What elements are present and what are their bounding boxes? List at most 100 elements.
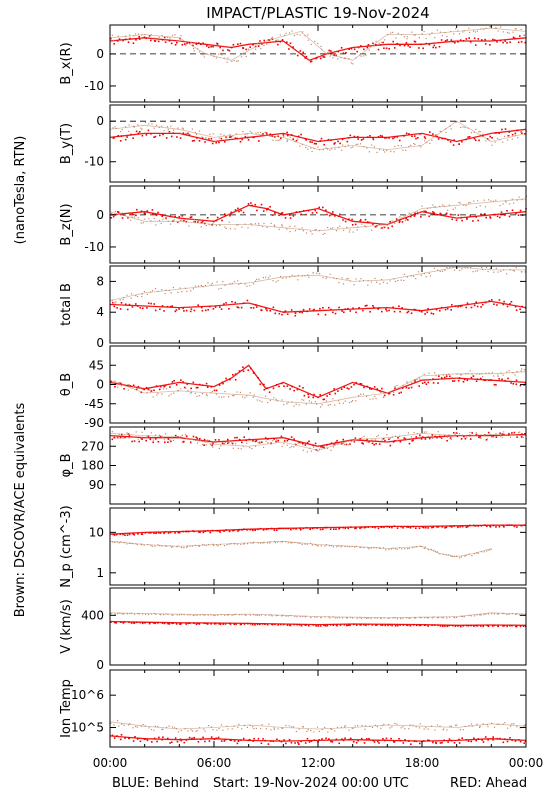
data-point xyxy=(439,31,441,33)
data-point xyxy=(319,307,321,310)
data-point xyxy=(475,216,477,218)
data-point xyxy=(299,145,301,147)
data-point xyxy=(279,139,281,141)
data-point xyxy=(473,137,476,140)
data-point xyxy=(311,141,313,143)
data-point xyxy=(462,615,464,618)
data-point xyxy=(251,623,254,626)
data-point xyxy=(127,389,129,391)
series-trace-ahead xyxy=(109,128,527,143)
data-point xyxy=(438,45,441,48)
data-point xyxy=(465,38,468,40)
data-point xyxy=(373,45,375,47)
data-point xyxy=(170,440,172,443)
data-point xyxy=(360,383,363,385)
data-point xyxy=(504,128,507,130)
data-point xyxy=(369,398,371,400)
data-point xyxy=(397,145,399,147)
data-point xyxy=(301,227,303,229)
data-point xyxy=(274,225,276,227)
data-point xyxy=(343,311,345,313)
data-point xyxy=(281,541,283,543)
data-point xyxy=(150,390,153,392)
data-point xyxy=(469,370,471,372)
data-point xyxy=(208,725,210,727)
data-point xyxy=(379,134,382,137)
data-point xyxy=(505,201,507,203)
data-point xyxy=(369,222,371,224)
data-point xyxy=(121,437,123,439)
data-point xyxy=(372,138,375,141)
data-point xyxy=(451,526,453,528)
data-point xyxy=(221,219,223,222)
data-point xyxy=(410,743,412,745)
data-point xyxy=(135,388,138,391)
data-point xyxy=(392,306,394,309)
data-point xyxy=(113,436,115,439)
data-point xyxy=(398,139,401,142)
data-point xyxy=(399,310,401,313)
data-point xyxy=(127,41,130,43)
data-point xyxy=(360,617,363,620)
data-point xyxy=(293,35,295,37)
data-point xyxy=(221,442,224,445)
data-point xyxy=(397,280,399,282)
data-point xyxy=(146,293,148,295)
data-point xyxy=(344,737,346,739)
data-point xyxy=(425,276,427,278)
data-point xyxy=(383,394,386,397)
data-point xyxy=(524,724,526,726)
data-point xyxy=(431,434,434,436)
data-point xyxy=(171,726,174,728)
data-point xyxy=(164,39,166,41)
data-point xyxy=(262,529,265,531)
data-point xyxy=(360,139,363,141)
data-point xyxy=(446,436,448,438)
data-point xyxy=(297,442,299,444)
data-point xyxy=(260,48,262,50)
data-point xyxy=(491,372,493,374)
data-point xyxy=(497,625,499,627)
data-point xyxy=(334,443,336,445)
data-point xyxy=(192,730,194,732)
data-point xyxy=(132,533,134,535)
data-point xyxy=(212,133,214,135)
data-point xyxy=(205,382,208,385)
data-point xyxy=(368,440,370,442)
data-point xyxy=(306,451,308,453)
data-point xyxy=(316,272,318,274)
data-point xyxy=(407,310,410,313)
data-point xyxy=(113,136,115,139)
data-point xyxy=(144,218,146,220)
data-point xyxy=(181,434,183,436)
data-point xyxy=(495,199,497,201)
start-time-label: Start: 19-Nov-2024 00:00 UTC xyxy=(213,776,409,791)
data-point xyxy=(336,726,339,728)
data-point xyxy=(397,439,399,441)
data-point xyxy=(515,383,518,386)
data-point xyxy=(361,442,363,444)
data-point xyxy=(442,204,444,206)
data-point xyxy=(157,211,159,214)
data-point xyxy=(173,380,175,382)
data-point xyxy=(454,207,456,209)
data-point xyxy=(335,528,337,530)
data-point xyxy=(413,215,416,217)
data-point xyxy=(378,742,380,744)
data-point xyxy=(188,133,190,135)
data-point xyxy=(385,440,387,443)
data-point xyxy=(162,736,164,738)
data-point xyxy=(286,385,289,387)
data-point xyxy=(305,213,307,216)
data-point xyxy=(386,282,388,284)
data-point xyxy=(222,49,224,52)
data-point xyxy=(286,134,289,137)
data-point xyxy=(345,617,347,619)
data-point xyxy=(360,624,362,626)
data-point xyxy=(294,225,296,227)
data-point xyxy=(255,440,258,442)
data-point xyxy=(190,216,193,218)
data-point xyxy=(140,127,142,129)
